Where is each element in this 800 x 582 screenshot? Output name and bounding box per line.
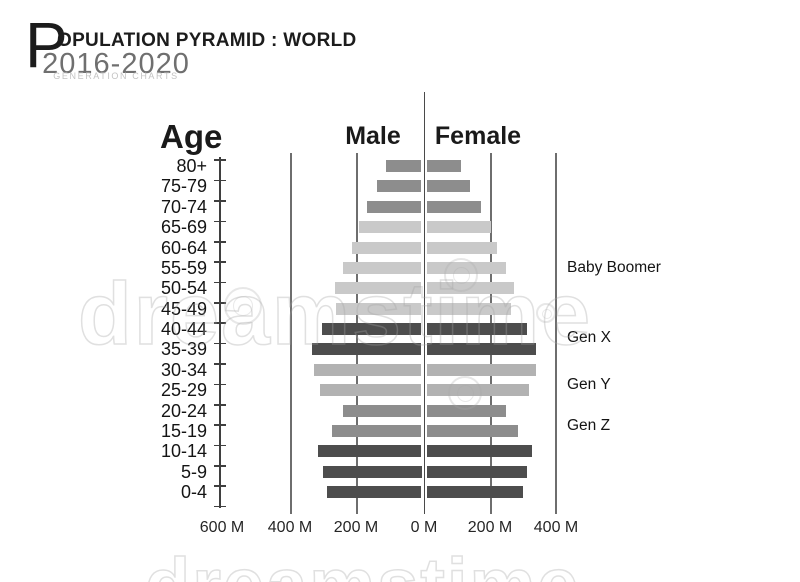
age-group-label: 55-59 xyxy=(160,257,207,278)
watermark-swirl-icon xyxy=(536,303,556,323)
age-group-label: 65-69 xyxy=(160,217,207,238)
age-axis-tick xyxy=(213,281,226,284)
age-group-label: 5-9 xyxy=(180,461,207,482)
axis-tick-label: 600 M xyxy=(199,519,245,536)
age-axis-tick xyxy=(213,261,226,263)
bar-male-35-39 xyxy=(311,343,422,356)
bar-male-75-79 xyxy=(376,180,422,193)
bar-male-30-34 xyxy=(313,363,422,376)
figure-title: OPULATION PYRAMID : WORLD xyxy=(57,30,357,51)
age-axis-tick xyxy=(213,240,226,243)
gridline xyxy=(290,153,292,514)
age-axis-tick xyxy=(213,403,226,406)
zero-gridline xyxy=(423,92,426,514)
bar-female-45-49 xyxy=(426,302,512,315)
bar-male-60-64 xyxy=(351,241,422,254)
bar-female-65-69 xyxy=(426,221,491,234)
age-axis-tick xyxy=(213,485,226,488)
age-group-label: 75-79 xyxy=(160,176,207,197)
bar-female-50-54 xyxy=(426,282,515,295)
bar-male-40-44 xyxy=(321,323,422,336)
age-axis-tick xyxy=(213,363,226,365)
age-group-label: 40-44 xyxy=(160,319,207,340)
age-axis-tick xyxy=(213,220,226,223)
bar-male-20-24 xyxy=(343,404,422,417)
bar-male-45-49 xyxy=(336,302,422,315)
bar-male-0-4 xyxy=(327,486,422,499)
bar-female-60-64 xyxy=(426,241,498,254)
bar-female-35-39 xyxy=(426,343,537,356)
brand-initial: P xyxy=(25,9,68,81)
age-axis-tick xyxy=(213,424,226,426)
axis-tick-label: 0 M xyxy=(410,519,438,536)
bar-female-15-19 xyxy=(426,424,518,437)
bar-female-80+ xyxy=(426,160,462,172)
gridline xyxy=(555,153,557,514)
female-column-header: Female xyxy=(434,122,522,150)
age-group-label: 10-14 xyxy=(160,441,207,462)
generation-label-gen-z: Gen Z xyxy=(567,416,611,434)
age-group-label: 60-64 xyxy=(160,237,207,258)
bar-male-15-19 xyxy=(332,424,422,437)
bar-female-10-14 xyxy=(426,445,532,458)
age-axis-tick xyxy=(213,200,226,202)
figure-tagline: GENERATION CHARTS xyxy=(53,71,179,81)
bar-male-5-9 xyxy=(322,465,422,478)
axis-tick-label: 200 M xyxy=(467,519,513,536)
bar-male-70-74 xyxy=(366,200,422,213)
bar-female-30-34 xyxy=(426,363,536,376)
age-group-label: 20-24 xyxy=(160,400,207,421)
bar-female-20-24 xyxy=(426,404,507,417)
generation-label-baby-boomer: Baby Boomer xyxy=(567,258,661,276)
bar-male-25-29 xyxy=(319,384,422,397)
bar-female-70-74 xyxy=(426,200,482,213)
axis-tick-label: 200 M xyxy=(333,519,379,536)
bar-female-55-59 xyxy=(426,261,507,274)
age-axis-tick xyxy=(213,179,226,182)
bar-female-75-79 xyxy=(426,180,471,193)
bar-male-50-54 xyxy=(334,282,422,295)
age-axis-tick xyxy=(213,302,226,304)
bar-male-55-59 xyxy=(342,261,422,274)
male-column-header: Male xyxy=(345,122,401,150)
age-group-label: 0-4 xyxy=(180,482,207,503)
age-axis-tick xyxy=(213,342,226,345)
generation-label-gen-x: Gen X xyxy=(567,329,611,347)
generation-label-gen-y: Gen Y xyxy=(567,376,611,394)
watermark-text-bottom: dreamstime xyxy=(144,542,580,582)
bar-female-5-9 xyxy=(426,465,527,478)
bar-female-0-4 xyxy=(426,486,523,499)
age-axis-tick xyxy=(213,465,226,467)
figure-subtitle: 2016-2020 xyxy=(42,48,190,80)
bar-male-65-69 xyxy=(358,221,422,234)
age-axis-tick xyxy=(213,505,226,508)
age-group-label: 35-39 xyxy=(160,339,207,360)
age-group-label: 45-49 xyxy=(160,298,207,319)
age-group-label: 80+ xyxy=(176,156,207,176)
bar-male-80+ xyxy=(385,160,422,172)
age-group-label: 15-19 xyxy=(160,420,207,441)
age-axis-tick xyxy=(213,322,226,325)
bar-male-10-14 xyxy=(318,445,422,458)
age-axis-line xyxy=(219,157,221,508)
age-group-label: 25-29 xyxy=(160,380,207,401)
bar-female-25-29 xyxy=(426,384,530,397)
age-column-header: Age xyxy=(160,118,223,155)
age-group-label: 50-54 xyxy=(160,278,207,299)
age-axis-tick xyxy=(213,383,226,386)
bar-female-40-44 xyxy=(426,323,528,336)
watermark-swirl-icon xyxy=(224,287,262,325)
age-axis-tick xyxy=(213,159,226,161)
axis-tick-label: 400 M xyxy=(267,519,313,536)
age-group-label: 30-34 xyxy=(160,359,207,380)
age-axis-tick xyxy=(213,444,226,447)
axis-tick-label: 400 M xyxy=(533,519,579,536)
age-group-label: 70-74 xyxy=(160,196,207,217)
